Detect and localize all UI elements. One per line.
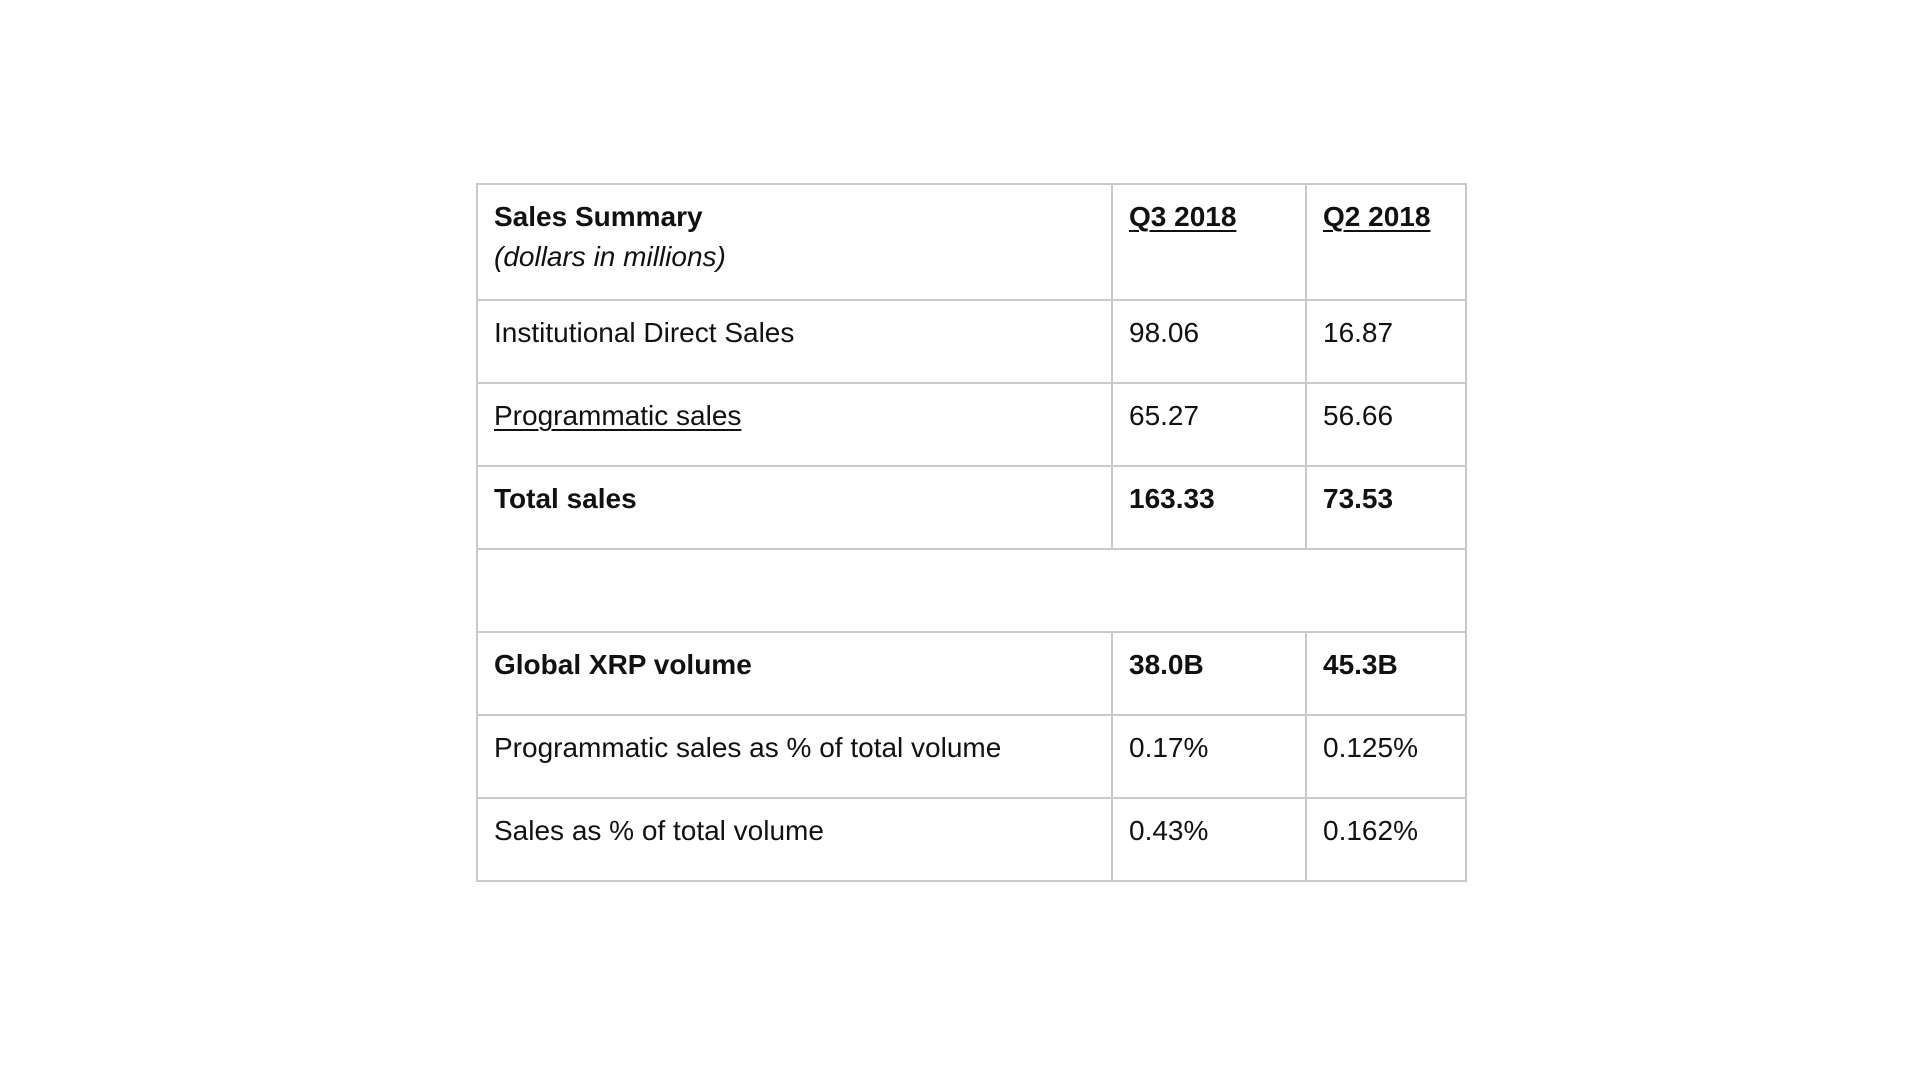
cell: 0.125% [1305, 714, 1467, 799]
cell: 38.0B [1111, 631, 1307, 716]
table-row: Institutional Direct Sales 98.06 16.87 [476, 299, 1467, 384]
spacer-row [476, 548, 1467, 633]
table-row: Total sales 163.33 73.53 [476, 465, 1467, 550]
table-row: Sales as % of total volume 0.43% 0.162% [476, 797, 1467, 882]
cell: 73.53 [1305, 465, 1467, 550]
table-row: Programmatic sales 65.27 56.66 [476, 382, 1467, 467]
row-label: Sales as % of total volume [476, 797, 1113, 882]
cell: 0.43% [1111, 797, 1307, 882]
row-label: Institutional Direct Sales [476, 299, 1113, 384]
row-label: Total sales [476, 465, 1113, 550]
table-row: Global XRP volume 38.0B 45.3B [476, 631, 1467, 716]
column-header: Q2 2018 [1323, 201, 1431, 232]
cell: 56.66 [1305, 382, 1467, 467]
cell: 0.162% [1305, 797, 1467, 882]
sales-table: Sales Summary (dollars in millions) Q3 2… [476, 183, 1467, 882]
table-row: Programmatic sales as % of total volume … [476, 714, 1467, 799]
spacer-cell [476, 548, 1467, 633]
column-header: Q3 2018 [1129, 201, 1237, 232]
row-label: Programmatic sales as % of total volume [476, 714, 1113, 799]
row-label-cell: Programmatic sales [476, 382, 1113, 467]
cell: 45.3B [1305, 631, 1467, 716]
cell: 65.27 [1111, 382, 1307, 467]
row-label: Programmatic sales [494, 400, 742, 431]
cell: 16.87 [1305, 299, 1467, 384]
table-subtitle: (dollars in millions) [494, 241, 726, 272]
header-row: Sales Summary (dollars in millions) Q3 2… [476, 183, 1467, 301]
cell: 98.06 [1111, 299, 1307, 384]
row-label: Global XRP volume [476, 631, 1113, 716]
header-cell: Q3 2018 [1111, 183, 1307, 301]
header-cell: Q2 2018 [1305, 183, 1467, 301]
table-title: Sales Summary [494, 201, 703, 232]
cell: 0.17% [1111, 714, 1307, 799]
cell: 163.33 [1111, 465, 1307, 550]
header-cell: Sales Summary (dollars in millions) [476, 183, 1113, 301]
